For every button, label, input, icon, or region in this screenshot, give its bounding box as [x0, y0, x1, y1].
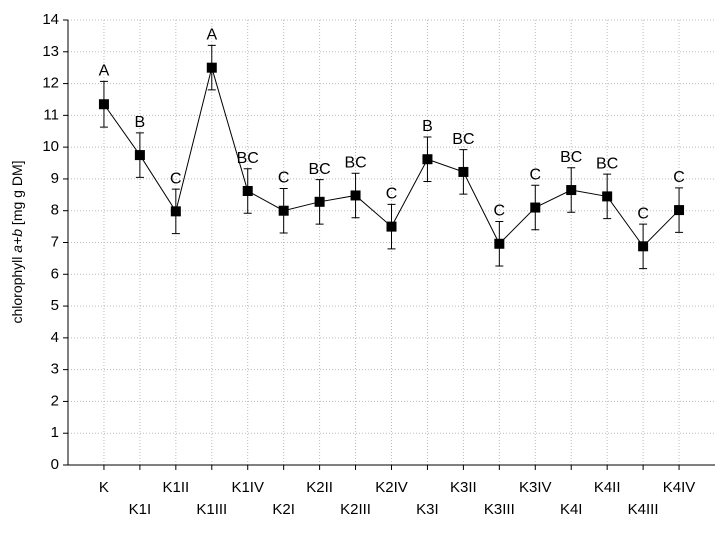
group-letter: C	[637, 205, 649, 222]
group-letter: BC	[452, 131, 474, 148]
y-tick-label: 9	[51, 170, 59, 187]
x-tick-label: K1II	[162, 479, 189, 496]
point	[206, 62, 217, 73]
group-letter: A	[206, 27, 217, 44]
x-tick-label: K3I	[416, 501, 439, 518]
group-letter: BC	[596, 155, 618, 172]
point	[98, 99, 109, 110]
x-tick-label: K2II	[306, 479, 333, 496]
group-letter: C	[673, 169, 685, 186]
point	[602, 191, 613, 202]
y-label-part: [mg g DM]	[9, 160, 25, 228]
point	[134, 150, 145, 161]
y-label-part: chlorophyll	[9, 253, 25, 324]
x-tick-label: K4II	[594, 479, 621, 496]
x-tick-label: K3IV	[519, 479, 552, 496]
group-letter: C	[494, 203, 506, 220]
group-letter: BC	[344, 154, 366, 171]
y-tick-label: 10	[42, 138, 59, 155]
group-letter: C	[529, 167, 541, 184]
x-tick-label: K4III	[628, 501, 659, 518]
group-letter: B	[135, 114, 146, 131]
y-axis-label: chlorophyll a+b [mg g DM]	[9, 160, 25, 323]
x-tick-label: K3II	[450, 479, 477, 496]
x-tick-label: K2I	[272, 501, 295, 518]
point	[242, 186, 253, 197]
point	[314, 196, 325, 207]
point	[458, 166, 469, 177]
y-tick-label: 1	[51, 424, 59, 441]
y-label-part: a+b	[9, 229, 25, 253]
x-tick-label: K1III	[196, 501, 227, 518]
x-tick-label: K3III	[484, 501, 515, 518]
group-letter: C	[386, 186, 398, 203]
y-tick-label: 7	[51, 233, 59, 250]
x-tick-label: K1IV	[231, 479, 264, 496]
y-tick-label: 11	[43, 106, 59, 123]
point	[422, 154, 433, 165]
x-tick-label: K	[99, 479, 109, 496]
x-tick-label: K2III	[340, 501, 371, 518]
y-tick-label: 2	[51, 392, 59, 409]
point	[386, 221, 397, 232]
group-letter: BC	[237, 150, 259, 167]
point	[674, 205, 685, 216]
point	[494, 238, 505, 249]
y-tick-label: 0	[51, 456, 59, 473]
y-tick-label: 3	[51, 361, 59, 378]
y-tick-label: 6	[51, 265, 59, 282]
group-letter: BC	[308, 161, 330, 178]
y-tick-label: 8	[51, 202, 59, 219]
y-tick-label: 4	[51, 329, 59, 346]
point	[170, 206, 181, 217]
group-letter: A	[99, 63, 110, 80]
x-tick-label: K4I	[560, 501, 583, 518]
group-letter: C	[170, 170, 182, 187]
point	[638, 241, 649, 252]
y-tick-label: 14	[42, 11, 59, 28]
y-tick-label: 12	[42, 75, 59, 92]
point	[350, 190, 361, 201]
x-tick-label: K2IV	[375, 479, 408, 496]
y-tick-label: 13	[42, 43, 59, 60]
x-tick-label: K4IV	[663, 479, 696, 496]
point	[278, 205, 289, 216]
point	[566, 185, 577, 196]
group-letter: C	[278, 170, 290, 187]
y-tick-label: 5	[51, 297, 59, 314]
point	[530, 202, 541, 213]
group-letter: B	[422, 118, 433, 135]
x-tick-label: K1I	[129, 501, 152, 518]
group-letter: BC	[560, 149, 582, 166]
